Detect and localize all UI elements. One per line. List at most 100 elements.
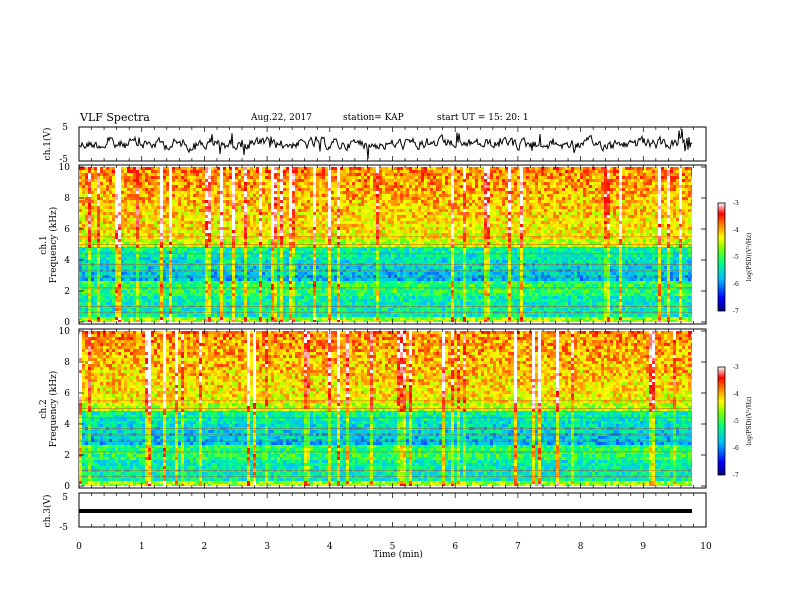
spectrogram-cell: [130, 272, 133, 275]
spectrogram-cell: [283, 221, 286, 224]
spectrogram-cell: [178, 167, 181, 170]
spectrogram-cell: [232, 176, 235, 179]
spectrogram-cell: [319, 269, 322, 272]
spectrogram-cell: [238, 236, 241, 239]
spectrogram-cell: [157, 251, 160, 254]
spectrogram-cell: [274, 179, 277, 182]
spectrogram-cell: [361, 251, 364, 254]
spectrogram-cell: [211, 281, 214, 284]
spectrogram-cell: [304, 272, 307, 275]
spectrogram-cell: [289, 314, 292, 317]
spectrogram-cell: [178, 221, 181, 224]
spectrogram-cell: [286, 302, 289, 305]
spectrogram-cell: [253, 197, 256, 200]
spectrogram-cell: [244, 266, 247, 269]
spectrogram-cell: [184, 230, 187, 233]
spectrogram-cell: [214, 296, 217, 299]
spectrogram-cell: [232, 200, 235, 203]
spectrogram-cell: [121, 206, 124, 209]
spectrogram-cell: [280, 224, 283, 227]
spectrogram-cell: [208, 314, 211, 317]
spectrogram-cell: [121, 191, 124, 194]
spectrogram-cell: [229, 257, 232, 260]
spectrogram-cell: [97, 257, 100, 260]
spectrogram-cell: [148, 197, 151, 200]
spectrogram-cell: [190, 299, 193, 302]
spectrogram-cell: [166, 167, 169, 170]
spectrogram-cell: [187, 209, 190, 212]
spectrogram-cell: [361, 227, 364, 230]
spectrogram-cell: [91, 185, 94, 188]
spectrogram-cell: [94, 179, 97, 182]
spectrogram-cell: [238, 266, 241, 269]
spectrogram-cell: [274, 215, 277, 218]
spectrogram-cell: [346, 191, 349, 194]
spectrogram-cell: [262, 224, 265, 227]
spectrogram-cell: [106, 266, 109, 269]
spectrogram-cell: [136, 287, 139, 290]
spectrogram-cell: [151, 182, 154, 185]
spectrogram-cell: [340, 230, 343, 233]
spectrogram-cell: [313, 176, 316, 179]
spectrogram-cell: [334, 248, 337, 251]
spectrogram-cell: [238, 188, 241, 191]
spectrogram-cell: [154, 194, 157, 197]
spectrogram-cell: [154, 182, 157, 185]
spectrogram-cell: [334, 185, 337, 188]
spectrogram-cell: [193, 197, 196, 200]
spectrogram-cell: [136, 191, 139, 194]
spectrogram-cell: [100, 320, 103, 322]
spectrogram-cell: [166, 194, 169, 197]
spectrogram-cell: [337, 173, 340, 176]
spectrogram-cell: [79, 221, 82, 224]
spectrogram-cell: [277, 284, 280, 287]
spectrogram-cell: [364, 218, 367, 221]
spectrogram-cell: [199, 242, 202, 245]
spectrogram-cell: [268, 317, 271, 320]
spectrogram-cell: [304, 281, 307, 284]
spectrogram-cell: [82, 275, 85, 278]
spectrogram-cell: [346, 284, 349, 287]
spectrogram-cell: [175, 254, 178, 257]
spectrogram-cell: [256, 251, 259, 254]
spectrogram-cell: [286, 218, 289, 221]
spectrogram-cell: [121, 215, 124, 218]
spectrogram-cell: [352, 215, 355, 218]
spectrogram-cell: [142, 212, 145, 215]
spectrogram-cell: [142, 260, 145, 263]
spectrogram-cell: [82, 296, 85, 299]
spectrogram-cell: [106, 254, 109, 257]
spectrogram-cell: [145, 230, 148, 233]
spectrogram-cell: [328, 260, 331, 263]
spectrogram-cell: [253, 254, 256, 257]
spectrogram-cell: [352, 272, 355, 275]
spectrogram-cell: [184, 278, 187, 281]
spectrogram-cell: [352, 239, 355, 242]
spectrogram-cell: [298, 314, 301, 317]
spectrogram-cell: [127, 191, 130, 194]
spectrogram-cell: [319, 260, 322, 263]
spectrogram-cell: [319, 212, 322, 215]
spectrogram-cell: [289, 179, 292, 182]
spectrogram-cell: [277, 209, 280, 212]
spectrogram-cell: [178, 317, 181, 320]
spectrogram-cell: [286, 269, 289, 272]
spectrogram-cell: [91, 272, 94, 275]
spectrogram-cell: [166, 314, 169, 317]
spectrogram-cell: [223, 194, 226, 197]
spectrogram-cell: [157, 275, 160, 278]
spectrogram-cell: [208, 212, 211, 215]
spectrogram-cell: [196, 203, 199, 206]
spectrogram-cell: [109, 176, 112, 179]
spectrogram-cell: [343, 251, 346, 254]
spectrogram-cell: [238, 200, 241, 203]
spectrogram-cell: [340, 185, 343, 188]
spectrogram-cell: [163, 176, 166, 179]
spectrogram-cell: [337, 206, 340, 209]
spectrogram-cell: [157, 317, 160, 320]
spectrogram-cell: [196, 233, 199, 236]
spectrogram-cell: [331, 191, 334, 194]
spectrogram-cell: [115, 182, 118, 185]
spectrogram-cell: [235, 287, 238, 290]
spectrogram-cell: [118, 176, 121, 179]
